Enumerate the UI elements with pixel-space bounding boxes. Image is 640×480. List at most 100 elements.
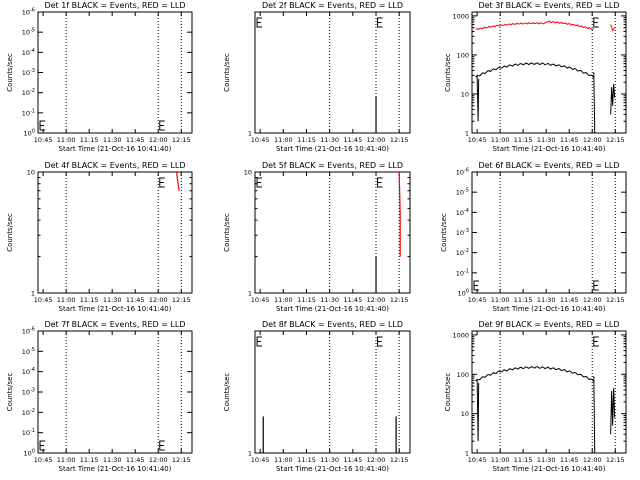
chart-panel-1: Det 1f BLACK = Events, RED = LLD 10:45 11:… bbox=[6, 1, 193, 153]
y-tick-label: 10-4 bbox=[22, 367, 35, 376]
x-tick-label: 11:00 bbox=[491, 456, 510, 464]
x-tick-label: 11:00 bbox=[274, 296, 293, 304]
y-tick-label: 1 bbox=[248, 130, 252, 138]
chart-panel-8: Det 8f BLACK = Events, RED = LLD 10:45 11:… bbox=[223, 320, 411, 473]
y-tick-label: 10-3 bbox=[22, 68, 35, 77]
x-tick-label: 11:00 bbox=[491, 296, 510, 304]
y-axis-label: Counts/sec bbox=[223, 373, 231, 412]
plot-frame bbox=[37, 171, 193, 294]
y-tick-label: 10-2 bbox=[22, 408, 35, 417]
events-drop bbox=[593, 376, 596, 454]
x-tick-label: 11:45 bbox=[126, 296, 145, 304]
chart-title: Det 6f BLACK = Events, RED = LLD bbox=[478, 161, 619, 170]
x-tick-label: 11:15 bbox=[297, 296, 316, 304]
chart-title: Det 7f BLACK = Events, RED = LLD bbox=[44, 320, 185, 329]
events-series-line bbox=[475, 366, 595, 382]
event-marker bbox=[593, 336, 599, 347]
x-tick-label: 11:00 bbox=[274, 456, 293, 464]
y-tick-label: 10-4 bbox=[456, 208, 469, 217]
lld-series-line bbox=[475, 20, 594, 31]
event-marker bbox=[159, 120, 165, 131]
events-dip bbox=[476, 75, 480, 122]
x-tick-label: 12:00 bbox=[149, 456, 168, 464]
x-tick-label: 10:45 bbox=[468, 136, 487, 144]
x-tick-label: 11:00 bbox=[57, 296, 76, 304]
x-axis-label: Start Time (21-Oct-16 10:41:40) bbox=[276, 145, 389, 153]
y-tick-label: 1000 bbox=[452, 331, 469, 339]
y-tick-label: 10-1 bbox=[22, 428, 35, 437]
chart-title: Det 2f BLACK = Events, RED = LLD bbox=[262, 1, 403, 10]
x-tick-label: 11:15 bbox=[297, 136, 316, 144]
event-marker bbox=[256, 177, 263, 188]
chart-panel-5: Det 5f BLACK = Events, RED = LLD 10:45 11:… bbox=[223, 161, 411, 313]
chart-title: Det 1f BLACK = Events, RED = LLD bbox=[44, 1, 185, 10]
x-tick-label: 11:45 bbox=[560, 296, 579, 304]
y-axis-label: Counts/sec bbox=[6, 213, 14, 252]
x-tick-label: 11:15 bbox=[514, 136, 533, 144]
x-tick-label: 11:30 bbox=[103, 456, 122, 464]
plot-frame bbox=[471, 330, 627, 454]
x-tick-label: 11:00 bbox=[274, 136, 293, 144]
y-tick-label: 10-6 bbox=[22, 8, 35, 17]
chart-panel-3: Det 3f BLACK = Events, RED = LLD 10:45 11:… bbox=[444, 1, 627, 153]
y-tick-label: 10 bbox=[461, 410, 469, 418]
chart-panel-7: Det 7f BLACK = Events, RED = LLD 10:45 11:… bbox=[6, 320, 193, 473]
x-tick-label: 12:00 bbox=[583, 456, 602, 464]
lld-drop bbox=[398, 171, 401, 257]
y-tick-label: 10-6 bbox=[22, 327, 35, 336]
y-tick-label: 100 bbox=[457, 51, 469, 59]
y-tick-label: 10-5 bbox=[22, 347, 35, 356]
event-marker bbox=[256, 17, 263, 28]
y-tick-label: 10-3 bbox=[22, 388, 35, 397]
event-marker bbox=[159, 177, 165, 188]
x-tick-label: 11:00 bbox=[57, 136, 76, 144]
x-axis-label: Start Time (21-Oct-16 10:41:40) bbox=[59, 145, 172, 153]
y-axis-label: Counts/sec bbox=[223, 213, 231, 252]
x-axis-label: Start Time (21-Oct-16 10:41:40) bbox=[59, 305, 172, 313]
x-tick-label: 11:45 bbox=[343, 456, 362, 464]
x-axis-label: Start Time (21-Oct-16 10:41:40) bbox=[276, 465, 389, 473]
chart-title: Det 4f BLACK = Events, RED = LLD bbox=[44, 161, 185, 170]
x-tick-label: 12:15 bbox=[172, 456, 191, 464]
x-tick-label: 12:00 bbox=[367, 456, 386, 464]
plot-frame bbox=[254, 11, 411, 134]
x-tick-label: 11:45 bbox=[126, 456, 145, 464]
x-tick-label: 11:45 bbox=[560, 136, 579, 144]
x-tick-label: 10:45 bbox=[468, 456, 487, 464]
x-tick-label: 11:15 bbox=[514, 456, 533, 464]
x-tick-label: 11:30 bbox=[103, 296, 122, 304]
event-marker bbox=[473, 280, 480, 291]
x-tick-label: 10:45 bbox=[251, 456, 270, 464]
event-marker bbox=[39, 120, 46, 131]
plot-frame bbox=[254, 330, 411, 454]
x-tick-label: 12:00 bbox=[583, 296, 602, 304]
x-tick-label: 12:15 bbox=[390, 296, 409, 304]
plot-frame bbox=[254, 171, 411, 294]
events-tail bbox=[610, 83, 616, 115]
y-tick-label: 10 bbox=[27, 169, 35, 177]
x-tick-label: 11:45 bbox=[560, 456, 579, 464]
y-tick-label: 100 bbox=[24, 449, 35, 458]
events-series-line bbox=[475, 62, 595, 79]
y-tick-label: 10 bbox=[461, 90, 469, 98]
x-tick-label: 10:45 bbox=[251, 296, 270, 304]
x-tick-label: 10:45 bbox=[34, 456, 53, 464]
plot-frame bbox=[37, 330, 193, 454]
event-marker bbox=[39, 440, 46, 451]
x-tick-label: 11:15 bbox=[297, 456, 316, 464]
y-tick-label: 100 bbox=[24, 129, 35, 138]
lld-tail bbox=[610, 24, 616, 32]
x-tick-label: 11:15 bbox=[514, 296, 533, 304]
chart-panel-2: Det 2f BLACK = Events, RED = LLD 10:45 11:… bbox=[223, 1, 411, 153]
y-tick-label: 10-1 bbox=[456, 268, 469, 277]
chart-title: Det 3f BLACK = Events, RED = LLD bbox=[478, 1, 619, 10]
x-axis-label: Start Time (21-Oct-16 10:41:40) bbox=[276, 305, 389, 313]
x-axis-label: Start Time (21-Oct-16 10:41:40) bbox=[59, 465, 172, 473]
event-marker bbox=[593, 280, 599, 291]
x-tick-label: 12:00 bbox=[149, 296, 168, 304]
event-marker bbox=[593, 17, 599, 28]
x-axis-label: Start Time (21-Oct-16 10:41:40) bbox=[493, 305, 606, 313]
y-axis-label: Counts/sec bbox=[444, 373, 452, 412]
x-tick-label: 12:15 bbox=[390, 136, 409, 144]
